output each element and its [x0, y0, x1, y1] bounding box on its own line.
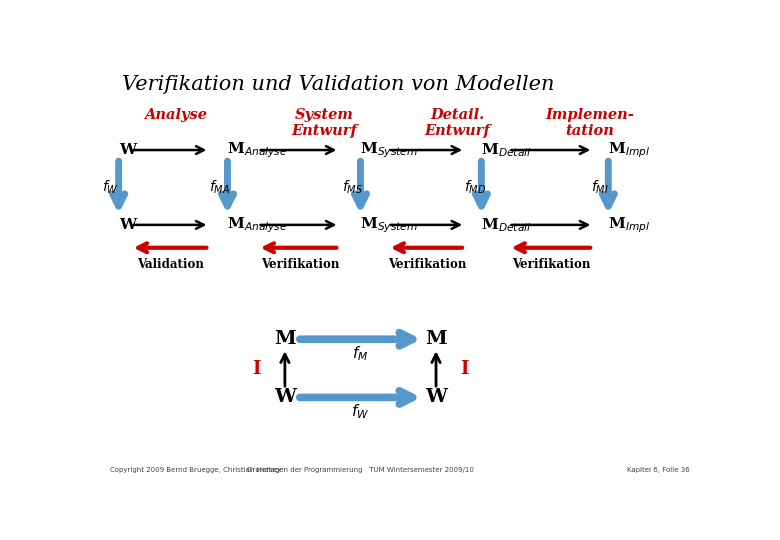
Text: M$_{Detail}$: M$_{Detail}$	[481, 216, 532, 234]
Text: Grundlagen der Programmierung   TUM Wintersemester 2009/10: Grundlagen der Programmierung TUM Winter…	[247, 467, 474, 473]
Text: M$_{Analyse}$: M$_{Analyse}$	[228, 140, 288, 160]
Text: W: W	[119, 218, 136, 232]
Text: M$_{Impl}$: M$_{Impl}$	[608, 140, 651, 160]
Text: M$_{System}$: M$_{System}$	[360, 140, 419, 160]
Text: Copyright 2009 Bernd Bruegge, Christian Hersey: Copyright 2009 Bernd Bruegge, Christian …	[109, 467, 281, 473]
Text: W: W	[425, 388, 447, 407]
Text: $f_W$: $f_W$	[101, 179, 119, 196]
Text: Detail.
Entwurf: Detail. Entwurf	[424, 109, 490, 138]
Text: Implemen-
tation: Implemen- tation	[546, 109, 635, 138]
Text: $f_{MA}$: $f_{MA}$	[209, 179, 231, 196]
Text: Verifikation: Verifikation	[261, 258, 339, 271]
Text: Verifikation und Validation von Modellen: Verifikation und Validation von Modellen	[122, 75, 554, 94]
Text: System
Entwurf: System Entwurf	[291, 109, 357, 138]
Text: Validation: Validation	[136, 258, 204, 271]
Text: $f_{MS}$: $f_{MS}$	[342, 179, 363, 196]
Text: $f_{MI}$: $f_{MI}$	[591, 179, 609, 196]
Text: M$_{Analyse}$: M$_{Analyse}$	[228, 215, 288, 235]
Text: Verifikation: Verifikation	[512, 258, 590, 271]
Text: M$_{Detail}$: M$_{Detail}$	[481, 141, 532, 159]
Text: $f_W$: $f_W$	[351, 403, 370, 421]
Text: $f_M$: $f_M$	[353, 345, 369, 363]
Text: M: M	[425, 330, 447, 348]
Text: M$_{System}$: M$_{System}$	[360, 215, 419, 235]
Text: Kapitel 6, Folie 36: Kapitel 6, Folie 36	[627, 467, 690, 473]
Text: M: M	[274, 330, 296, 348]
Text: I: I	[252, 360, 261, 378]
Text: $f_{MD}$: $f_{MD}$	[464, 179, 487, 196]
Text: M$_{Impl}$: M$_{Impl}$	[608, 215, 651, 235]
Text: Analyse: Analyse	[144, 109, 207, 123]
Text: Verifikation: Verifikation	[388, 258, 466, 271]
Text: I: I	[460, 360, 469, 378]
Text: W: W	[119, 143, 136, 157]
Text: W: W	[274, 388, 296, 407]
